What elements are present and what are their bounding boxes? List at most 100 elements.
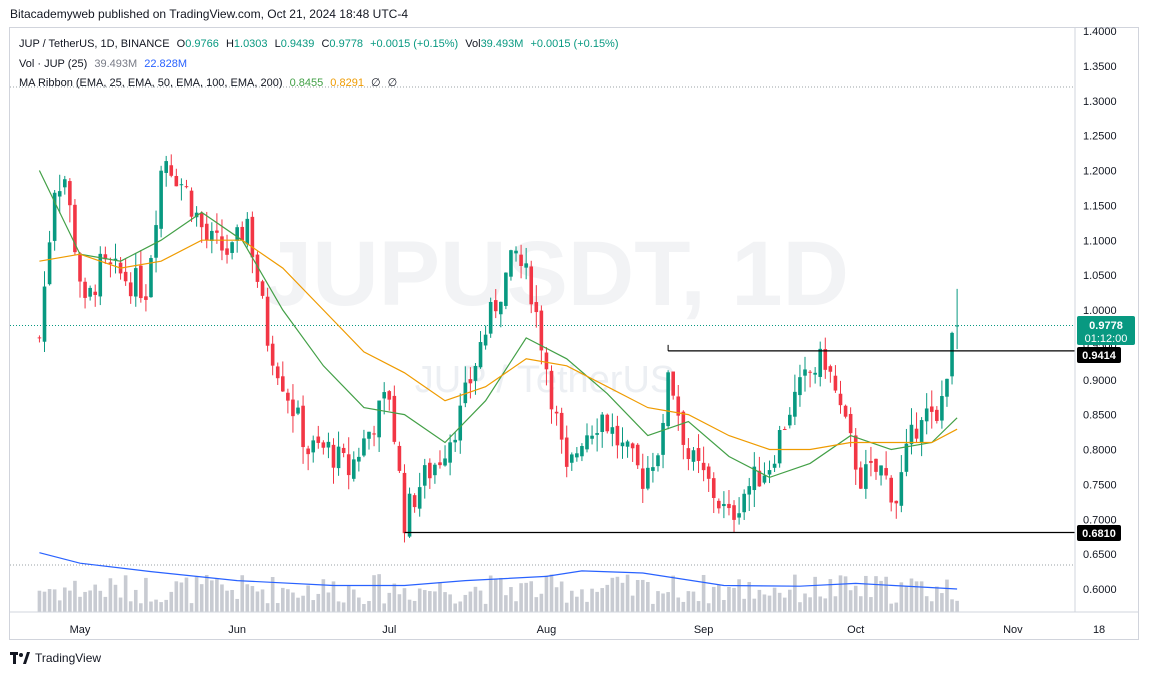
legend-ribbon-row[interactable]: MA Ribbon (EMA, 25, EMA, 50, EMA, 100, E…	[19, 74, 623, 94]
volume-bar	[782, 597, 787, 612]
candles	[37, 154, 959, 543]
candle-body	[929, 406, 934, 412]
volume-bar	[661, 593, 665, 612]
candle-body	[691, 450, 696, 462]
volume-bar	[595, 591, 599, 612]
volume-bar	[346, 585, 351, 612]
tradingview-footer[interactable]: TradingView	[10, 651, 101, 665]
candle-body	[732, 505, 736, 520]
volume-bar	[407, 599, 412, 612]
candle-body	[635, 444, 640, 466]
candle-body	[529, 266, 534, 305]
volume-bar	[362, 603, 366, 612]
volume-bar	[336, 601, 341, 612]
candle-body	[306, 448, 310, 455]
volume-bar	[78, 596, 82, 612]
candle-body	[833, 375, 838, 391]
volume-bar	[154, 599, 158, 612]
legend-ohlc-row[interactable]: JUP / TetherUS, 1D, BINANCE O0.9766 H1.0…	[19, 35, 623, 55]
volume-bar	[534, 597, 539, 612]
legend-open-label: O	[176, 38, 186, 50]
grid	[10, 86, 1075, 566]
chart-frame	[9, 27, 1139, 640]
candle-body	[377, 400, 381, 438]
volume-bar	[255, 591, 260, 612]
candle-body	[382, 392, 386, 399]
volume-bar	[742, 598, 746, 612]
time-axis[interactable]: May Jun Jul Aug Sep Oct Nov 18	[10, 611, 1138, 636]
chart-legend: JUP / TetherUS, 1D, BINANCE O0.9766 H1.0…	[19, 35, 623, 94]
volume-bar	[651, 603, 655, 612]
volume-bar	[199, 584, 204, 612]
horizontal-levels[interactable]	[404, 344, 1075, 534]
candle-body	[422, 465, 427, 486]
volume-bar	[499, 577, 503, 612]
ema-lines	[38, 170, 958, 590]
volume-bar	[772, 587, 777, 612]
volume-bar	[894, 602, 899, 612]
volume-bar	[752, 598, 757, 612]
candle-body	[788, 414, 792, 426]
volume-bar	[250, 586, 255, 612]
volume-bar	[823, 598, 828, 612]
candle-body	[194, 212, 199, 218]
volume-bar	[478, 590, 483, 612]
candle-body	[651, 467, 655, 471]
volume-bar	[493, 578, 498, 612]
candle-body	[362, 438, 366, 456]
candle-body	[367, 431, 371, 439]
volume-bar	[174, 581, 179, 612]
candle-body	[554, 411, 559, 414]
volume-value: 39.493M	[94, 57, 138, 70]
candle-body	[945, 378, 949, 397]
price-axis[interactable]: 1.4000 1.3500 1.3000 1.2500 1.2000 1.1500 1.10…	[1074, 26, 1117, 612]
candle-body	[575, 453, 579, 458]
volume-bar	[306, 585, 310, 612]
candle-body	[717, 500, 721, 509]
volume-bar	[767, 595, 772, 612]
time-tick-label: Jul	[382, 624, 396, 636]
volume-bar	[133, 589, 138, 612]
volume-bar	[443, 592, 447, 612]
candle-body	[281, 376, 285, 392]
volume-bar	[240, 575, 245, 612]
candle-body	[463, 382, 468, 404]
candle-body	[681, 411, 686, 445]
candle-body	[42, 286, 47, 342]
candle-body	[169, 165, 174, 176]
volume-bar	[47, 589, 52, 612]
legend-high-label: H	[225, 38, 234, 50]
candle-body	[909, 424, 914, 445]
volume-bar	[762, 594, 767, 612]
candle-body	[245, 218, 250, 245]
candle-body	[848, 413, 853, 434]
volume-bar	[620, 582, 625, 612]
candle-body	[889, 477, 893, 503]
time-tick-label: Aug	[537, 624, 557, 636]
volume-bar	[706, 603, 711, 612]
volume-bar	[605, 584, 610, 612]
candle-body	[767, 470, 772, 475]
volume-bar	[73, 580, 77, 612]
candle-body	[874, 458, 878, 472]
candle-body	[316, 436, 321, 443]
ema50-line	[39, 239, 958, 451]
legend-volume-row[interactable]: Vol · JUP (25) 39.493M 22.828M	[19, 55, 623, 75]
price-tick-label: 1.1500	[1083, 200, 1117, 212]
volume-bar	[869, 597, 873, 612]
volume-bar	[98, 590, 103, 612]
candle-body	[752, 466, 757, 491]
tradingview-logo-icon	[10, 652, 30, 664]
candle-body	[899, 472, 904, 506]
candle-body	[412, 495, 417, 508]
volume-bar	[57, 600, 62, 612]
volume-bar	[52, 589, 57, 612]
candle-body	[879, 465, 883, 476]
candle-body	[296, 407, 300, 414]
candle-body	[407, 493, 412, 537]
volume-bar	[539, 593, 544, 612]
volume-bar	[377, 574, 381, 612]
volume-bar	[149, 601, 153, 612]
current-price-tag	[1077, 316, 1135, 345]
